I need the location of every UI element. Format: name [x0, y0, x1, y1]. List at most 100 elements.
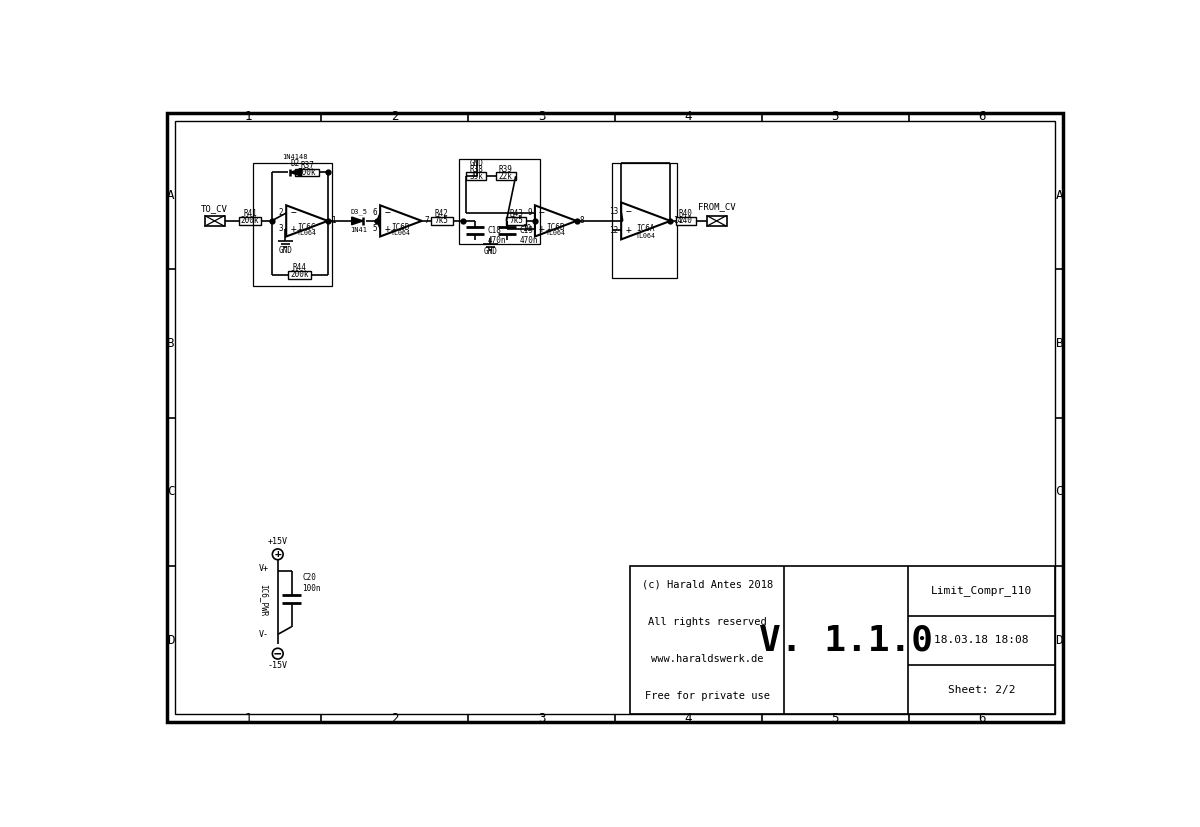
Polygon shape: [290, 169, 301, 176]
Text: C18: C18: [487, 226, 502, 235]
Text: Sheet: 2/2: Sheet: 2/2: [948, 685, 1015, 695]
Text: 200k: 200k: [290, 270, 308, 280]
Bar: [431, 217, 452, 225]
Text: R38: R38: [469, 165, 484, 174]
Text: A: A: [1056, 189, 1063, 202]
Bar: [204, 216, 224, 227]
Text: +: +: [539, 224, 545, 234]
Bar: [288, 271, 311, 279]
Text: -15V: -15V: [268, 661, 288, 670]
Text: 4: 4: [685, 712, 692, 724]
Text: 4: 4: [685, 111, 692, 123]
Text: +: +: [625, 225, 631, 235]
Text: 2: 2: [278, 208, 283, 218]
Text: www.haraldswerk.de: www.haraldswerk.de: [652, 654, 763, 664]
Text: 1: 1: [245, 111, 252, 123]
Text: 5: 5: [832, 712, 839, 724]
Text: TL064: TL064: [546, 230, 565, 237]
Text: GND: GND: [470, 160, 484, 169]
Text: IC6A: IC6A: [636, 224, 655, 233]
Text: Limit_Compr_110: Limit_Compr_110: [931, 586, 1032, 596]
Text: 13: 13: [608, 207, 618, 216]
Text: −: −: [384, 208, 390, 218]
Text: (c) Harald Antes 2018: (c) Harald Antes 2018: [642, 580, 773, 590]
Text: R41: R41: [244, 209, 257, 218]
Bar: [506, 217, 527, 225]
Text: 5: 5: [372, 224, 377, 233]
Text: D: D: [1056, 633, 1063, 647]
Text: 14: 14: [673, 217, 683, 226]
Bar: [239, 217, 260, 225]
Text: All rights reserved: All rights reserved: [648, 617, 767, 627]
Text: GND: GND: [484, 247, 497, 256]
Text: TL064: TL064: [636, 232, 655, 238]
Text: 39k: 39k: [469, 172, 484, 181]
Polygon shape: [352, 217, 364, 225]
Text: TL064: TL064: [391, 230, 410, 237]
Text: IC6B: IC6B: [546, 222, 565, 232]
Text: V+: V+: [258, 565, 269, 573]
Text: 6: 6: [372, 208, 377, 218]
Text: B: B: [167, 337, 174, 350]
Text: D2: D2: [290, 159, 299, 168]
Text: 7: 7: [425, 217, 430, 226]
Text: IC6_PWR: IC6_PWR: [259, 584, 269, 616]
Text: 7k5: 7k5: [434, 217, 449, 226]
Bar: [707, 216, 727, 227]
Text: TL064: TL064: [298, 230, 317, 237]
Text: −: −: [539, 208, 545, 218]
Bar: [460, 160, 540, 244]
Text: C20: C20: [302, 573, 317, 582]
Text: 7k5: 7k5: [510, 217, 523, 226]
Text: R39: R39: [499, 165, 512, 174]
Text: V. 1.1.0: V. 1.1.0: [760, 624, 934, 657]
Text: 200k: 200k: [241, 217, 259, 226]
Text: 5: 5: [832, 111, 839, 123]
Text: 200k: 200k: [298, 168, 317, 177]
Text: B: B: [1056, 337, 1063, 350]
Text: +15V: +15V: [268, 538, 288, 547]
Text: −: −: [625, 207, 631, 217]
Text: 10: 10: [522, 224, 532, 233]
Text: 12: 12: [608, 226, 618, 235]
Text: 1N41: 1N41: [350, 227, 367, 233]
Text: 18.03.18 18:08: 18.03.18 18:08: [935, 635, 1028, 645]
Text: 6: 6: [978, 712, 985, 724]
Bar: [612, 163, 677, 278]
Bar: [676, 217, 696, 225]
Text: 1: 1: [245, 712, 252, 724]
Bar: [467, 172, 486, 180]
Bar: [253, 163, 331, 285]
Text: 6: 6: [978, 111, 985, 123]
Text: 100n: 100n: [302, 584, 320, 593]
Text: 3: 3: [538, 111, 545, 123]
Text: V-: V-: [258, 630, 269, 639]
Text: IC6D: IC6D: [391, 222, 410, 232]
Text: GND: GND: [278, 246, 293, 255]
Text: R40: R40: [679, 209, 692, 218]
Bar: [295, 169, 318, 176]
Text: 470n: 470n: [520, 236, 538, 245]
Text: D3_5: D3_5: [350, 208, 367, 215]
Text: A: A: [167, 189, 174, 202]
Text: +: +: [384, 224, 390, 234]
Text: C19: C19: [520, 226, 533, 235]
Text: +: +: [290, 224, 296, 234]
Text: 2: 2: [391, 111, 398, 123]
Text: C: C: [167, 485, 174, 499]
Text: 22k: 22k: [499, 172, 512, 181]
Text: D: D: [167, 633, 174, 647]
Text: 2: 2: [391, 712, 398, 724]
Text: 8: 8: [580, 217, 584, 226]
Text: R44: R44: [293, 263, 306, 272]
Text: TO_CV: TO_CV: [202, 204, 228, 213]
Text: R37: R37: [300, 161, 314, 170]
Text: 470n: 470n: [487, 236, 505, 245]
Text: 3: 3: [278, 224, 283, 233]
Text: 3: 3: [538, 712, 545, 724]
Text: R43: R43: [510, 209, 523, 218]
Text: +: +: [275, 549, 281, 559]
Text: 1: 1: [331, 217, 336, 226]
Text: −: −: [290, 208, 296, 218]
Text: FROM_CV: FROM_CV: [698, 203, 736, 212]
